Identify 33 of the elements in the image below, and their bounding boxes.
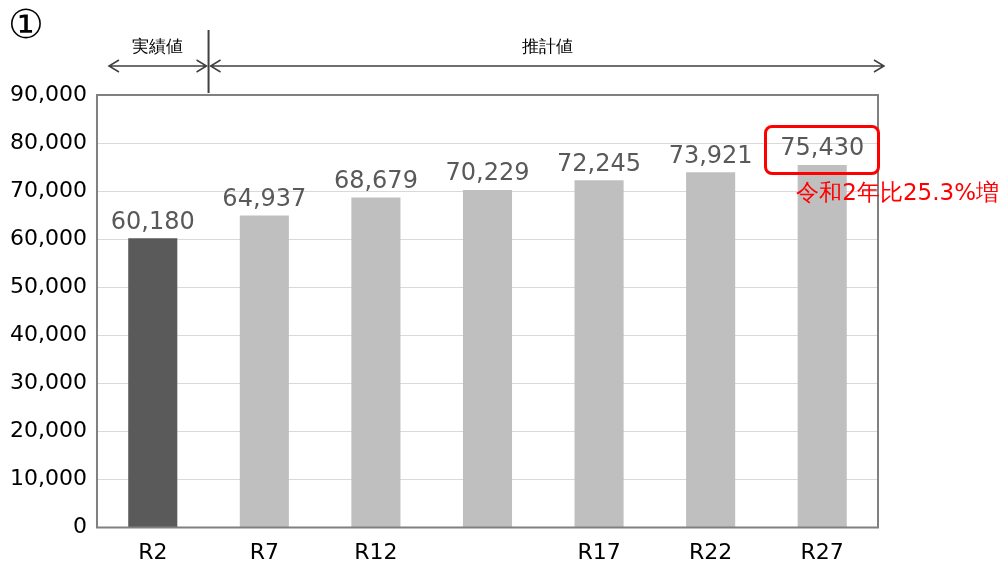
x-tick-label: R27 (800, 538, 844, 564)
y-tick-label: 80,000 (9, 128, 87, 154)
y-tick-label: 20,000 (9, 417, 87, 443)
y-tick-label: 70,000 (9, 176, 87, 202)
data-label: 60,180 (110, 206, 195, 235)
x-tick-label: R7 (249, 538, 279, 564)
annotation: 令和2年比25.3%増 (796, 178, 999, 208)
bar (686, 172, 736, 528)
text: 推計値 (521, 36, 573, 57)
x-tick-label: R2 (138, 538, 168, 564)
bar (574, 180, 624, 528)
x-tick-label: R17 (577, 538, 621, 564)
bar (351, 197, 401, 528)
data-label: 75,430 (780, 133, 865, 162)
data-label: 73,921 (668, 140, 753, 169)
data-label: 68,679 (333, 165, 418, 194)
y-tick-label: 10,000 (9, 465, 87, 491)
y-tick-label: 0 (72, 513, 87, 539)
bar (462, 190, 513, 528)
x-tick-label: R12 (354, 538, 398, 564)
y-tick-label: 90,000 (9, 80, 87, 106)
y-tick-label: 40,000 (9, 321, 87, 347)
data-label: 64,937 (222, 183, 307, 212)
data-label: 72,245 (557, 148, 642, 177)
y-tick-label: 30,000 (9, 369, 87, 395)
bar (128, 238, 178, 528)
chart-title: ① (8, 1, 44, 47)
bar (239, 215, 289, 528)
y-tick-label: 50,000 (9, 272, 87, 298)
text: 実績値 (132, 36, 184, 57)
y-tick-label: 60,000 (9, 224, 87, 250)
x-tick-label: R22 (689, 538, 733, 564)
data-label: 70,229 (445, 158, 530, 187)
